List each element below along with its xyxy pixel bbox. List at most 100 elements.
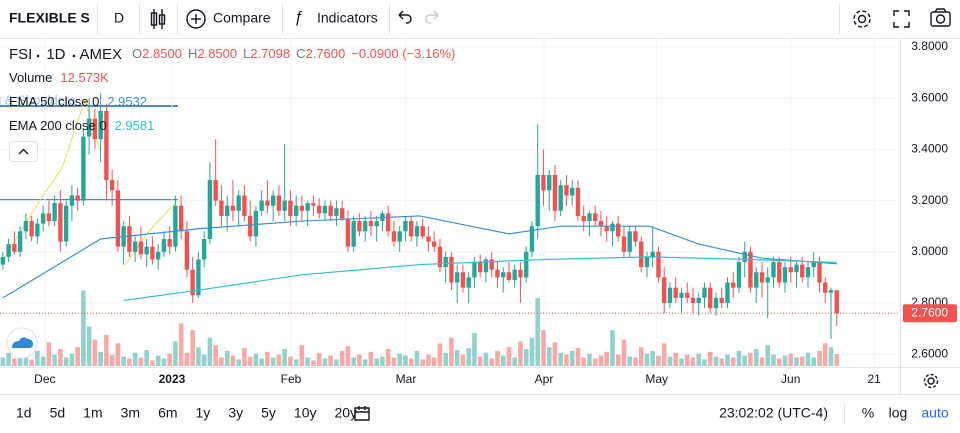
chart-type-button[interactable] — [150, 9, 166, 29]
volume-bar — [213, 345, 218, 366]
log-button[interactable]: log — [889, 405, 908, 421]
collapse-legend-button[interactable] — [9, 141, 38, 162]
candle-body — [196, 259, 201, 296]
volume-bar — [748, 352, 753, 366]
volume-bar — [270, 357, 276, 366]
volume-bar — [811, 357, 817, 366]
candle-body — [322, 205, 328, 214]
symbol-name[interactable]: FLEXIBLE S — [9, 10, 90, 26]
compare-button[interactable]: Compare — [213, 10, 271, 26]
x-tick-label: 2023 — [159, 372, 186, 386]
candle-body — [115, 190, 121, 247]
y-tick-label: 3.2000 — [911, 193, 948, 207]
snapshot-button[interactable] — [930, 8, 951, 27]
candle-body — [650, 251, 655, 257]
volume-bar — [138, 357, 144, 366]
undo-button[interactable] — [398, 10, 412, 24]
candle-body — [167, 238, 172, 247]
candle-body — [512, 269, 517, 280]
clock: 23:02:02 (UTC-4) — [719, 405, 828, 421]
volume-bar — [564, 354, 569, 366]
range-button[interactable]: 5y — [261, 405, 276, 421]
range-button[interactable]: 1y — [196, 405, 211, 421]
volume-bar — [0, 357, 6, 366]
volume-bar — [173, 341, 178, 366]
candle-body — [40, 213, 46, 224]
volume-bar — [495, 350, 500, 366]
volume-bar — [6, 352, 11, 366]
volume-bar — [311, 360, 316, 366]
range-button[interactable]: 3y — [228, 405, 243, 421]
x-tick-label: 21 — [867, 372, 881, 386]
fullscreen-button[interactable] — [893, 10, 910, 28]
range-button[interactable]: 1m — [83, 405, 102, 421]
candle-body — [224, 205, 230, 216]
candle-body — [345, 218, 351, 247]
candle-body — [385, 213, 391, 232]
volume-bar — [460, 354, 466, 366]
candle-body — [17, 231, 23, 252]
date-range-button[interactable] — [354, 406, 370, 421]
range-button[interactable]: 1d — [16, 405, 32, 421]
candle-body — [460, 272, 466, 288]
candle-body — [443, 256, 448, 268]
volume-bar — [316, 352, 322, 366]
volume-bar — [822, 343, 828, 366]
volume-bar — [500, 355, 506, 366]
auto-button[interactable]: auto — [921, 405, 948, 421]
candle-body — [86, 118, 92, 137]
y-tick-label: 2.6000 — [911, 346, 948, 360]
volume-bar — [702, 359, 707, 366]
volume-bar — [799, 356, 805, 366]
candle-body — [466, 277, 471, 288]
indicators-button[interactable]: Indicators — [317, 10, 378, 26]
volume-bar — [684, 354, 690, 366]
separator-dot — [36, 54, 40, 58]
volume-bar — [58, 349, 63, 366]
axis-settings-button[interactable] — [923, 373, 939, 389]
volume-bar — [604, 351, 610, 366]
candle-body — [805, 267, 811, 278]
volume-bar — [52, 354, 57, 366]
volume-bar — [259, 358, 264, 366]
candle-body — [75, 195, 80, 201]
y-tick-label: 3.6000 — [911, 90, 948, 104]
volume-bar — [661, 343, 667, 366]
volume-bar — [541, 330, 546, 366]
last-price-label: 2.7600 — [911, 305, 948, 319]
volume-bar — [276, 354, 282, 366]
candle-body — [541, 174, 546, 191]
ema-line — [123, 256, 837, 302]
candle-body — [247, 215, 253, 237]
percent-button[interactable]: % — [862, 405, 874, 421]
range-button[interactable]: 10y — [294, 405, 317, 421]
candle-body — [495, 269, 500, 278]
candle-body — [161, 238, 167, 252]
candle-body — [190, 269, 195, 296]
range-button[interactable]: 20y — [334, 405, 357, 421]
candle-body — [662, 277, 667, 303]
volume-bar — [558, 352, 564, 366]
volume-bar — [75, 347, 80, 366]
volume-bar — [431, 357, 437, 366]
candle-body — [627, 231, 632, 252]
volume-bar — [794, 357, 799, 366]
volume-bar — [506, 347, 512, 366]
candle-body — [414, 226, 420, 237]
volume-bar — [167, 353, 172, 366]
settings-button[interactable] — [853, 10, 871, 28]
range-button[interactable]: 6m — [158, 405, 177, 421]
interval-button[interactable]: D — [114, 10, 124, 26]
redo-button[interactable] — [425, 10, 439, 24]
candle-body — [765, 277, 770, 283]
range-button[interactable]: 3m — [121, 405, 140, 421]
volume-bar — [736, 350, 742, 366]
range-button[interactable]: 5d — [50, 405, 66, 421]
candle-body — [81, 136, 86, 201]
volume-bar — [328, 355, 333, 366]
volume-bar — [627, 356, 633, 366]
candle-body — [518, 269, 523, 278]
candle-body — [236, 195, 241, 211]
candle-body — [230, 205, 236, 211]
